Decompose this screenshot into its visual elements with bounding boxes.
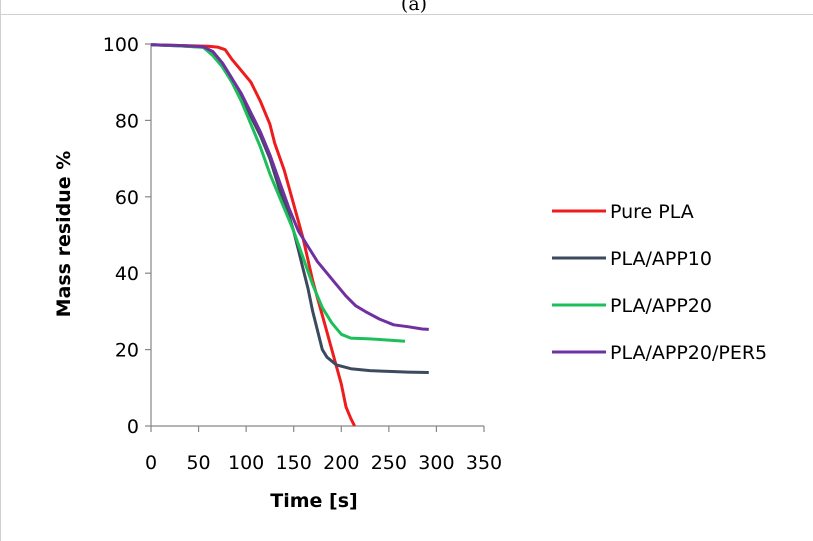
y-tick-label: 40 [115,263,139,285]
x-tick-label: 300 [418,452,454,474]
y-tick-label: 0 [127,416,139,438]
legend-label-1: Pure PLA [610,201,694,223]
x-tick-label: 150 [276,452,312,474]
series-line-4 [150,43,429,331]
x-tick-label: 0 [145,452,157,474]
x-tick-label: 100 [228,452,264,474]
y-tick-labels: 0 20 40 60 80 100 [103,34,151,438]
y-tick-label: 60 [115,187,139,209]
x-tick-label: 200 [323,452,359,474]
series-lines [150,43,429,427]
y-axis-title: Mass residue % [53,151,75,318]
series-line-1 [150,43,356,427]
y-tick-label: 80 [115,110,139,132]
legend-label-2: PLA/APP10 [610,248,712,270]
y-tick-label: 20 [115,340,139,362]
x-tick-label: 350 [466,452,502,474]
x-tick-labels: 0 50 100 150 200 250 300 350 [145,426,502,474]
y-tick-label: 100 [103,34,139,56]
legend: Pure PLA PLA/APP10 PLA/APP20 PLA/APP20/PER5 [552,201,767,364]
x-tick-label: 50 [186,452,210,474]
legend-label-3: PLA/APP20 [610,295,712,317]
x-axis-title: Time [s] [270,490,357,512]
axes [150,44,484,427]
legend-label-4: PLA/APP20/PER5 [610,342,767,364]
series-line-3 [150,43,406,343]
panel-label: (a) [401,0,427,15]
x-tick-label: 250 [371,452,407,474]
